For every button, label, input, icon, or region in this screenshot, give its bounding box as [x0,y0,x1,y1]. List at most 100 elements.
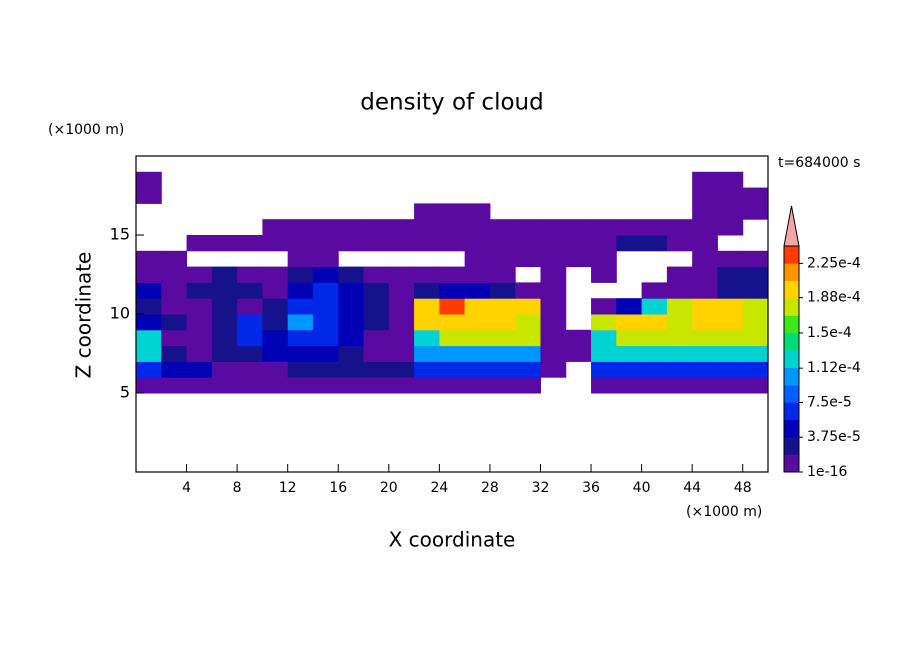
cell [312,219,339,236]
cell [414,203,440,220]
cell [439,377,466,394]
cell [591,361,617,378]
cell [388,266,415,283]
x-tick-label: 48 [734,480,752,496]
cell [161,361,188,378]
cell [742,298,769,315]
cell [363,314,390,331]
cell [211,266,238,283]
cell [161,314,188,331]
colorbar-band [784,454,799,473]
cell [186,298,213,315]
cell [287,314,314,331]
cell [540,329,567,347]
cell [591,298,617,315]
cell [338,377,365,394]
cell [388,361,415,378]
cell [489,361,516,378]
cell [489,377,516,394]
cell [338,235,365,252]
cell [515,282,541,299]
cell [489,329,516,347]
cell [742,203,769,220]
cell [287,361,314,378]
cell [591,266,617,283]
x-tick-label: 16 [329,480,347,496]
cell [262,266,289,283]
cell [287,266,314,283]
cell [388,377,415,394]
cell [136,171,162,189]
cell [211,345,238,362]
cell [515,361,541,378]
cell [136,314,162,331]
cell [237,377,263,394]
cell [540,314,567,331]
cell [692,250,718,268]
cell [616,235,643,252]
x-unit: (×1000 m) [686,504,762,520]
cell [136,361,162,378]
cell [312,345,339,362]
cell [515,377,541,394]
cell [666,219,693,236]
cell [363,266,390,283]
cell [692,171,718,189]
x-axis-title: X coordinate [389,528,516,552]
cell [237,235,263,252]
cell [641,314,668,331]
colorbar-tick-label: 7.5e-5 [807,394,852,410]
cell [186,282,213,299]
cell [641,298,668,315]
cell [312,329,339,347]
cell [388,329,415,347]
cell [616,345,643,362]
cell [692,282,718,299]
cell [692,345,718,362]
cell [717,250,744,268]
cell [464,329,491,347]
cell [136,298,162,315]
cell [489,235,516,252]
colorbar-tick-label: 1e-16 [807,464,847,480]
cell [666,329,693,347]
cell [414,282,440,299]
cell [287,298,314,315]
cell [161,266,188,283]
cell [439,345,466,362]
cell [717,298,744,315]
cell [287,329,314,347]
chart-title: density of cloud [360,90,543,116]
cell [312,250,339,268]
cell [591,314,617,331]
cell [287,250,314,268]
cell [464,361,491,378]
y-tick-label: 15 [110,225,130,244]
cell [464,298,491,315]
cell [515,345,541,362]
cell [591,250,617,268]
cell [464,235,491,252]
cell [414,266,440,283]
cell [717,187,744,204]
cell [742,314,769,331]
colorbar-tick-label: 1.12e-4 [807,360,861,376]
cell [464,345,491,362]
cell [616,314,643,331]
cell [489,345,516,362]
colorbar-band [784,385,799,403]
cell [414,377,440,394]
time-label: t=684000 s [778,155,860,171]
cell [464,266,491,283]
cell [717,203,744,220]
cell [287,377,314,394]
y-tick-label: 10 [110,304,130,323]
cell [717,171,744,189]
cell [464,250,491,268]
cell [312,377,339,394]
cell [515,219,541,236]
cell [287,235,314,252]
cell [616,219,643,236]
cell [262,235,289,252]
cell [742,282,769,299]
